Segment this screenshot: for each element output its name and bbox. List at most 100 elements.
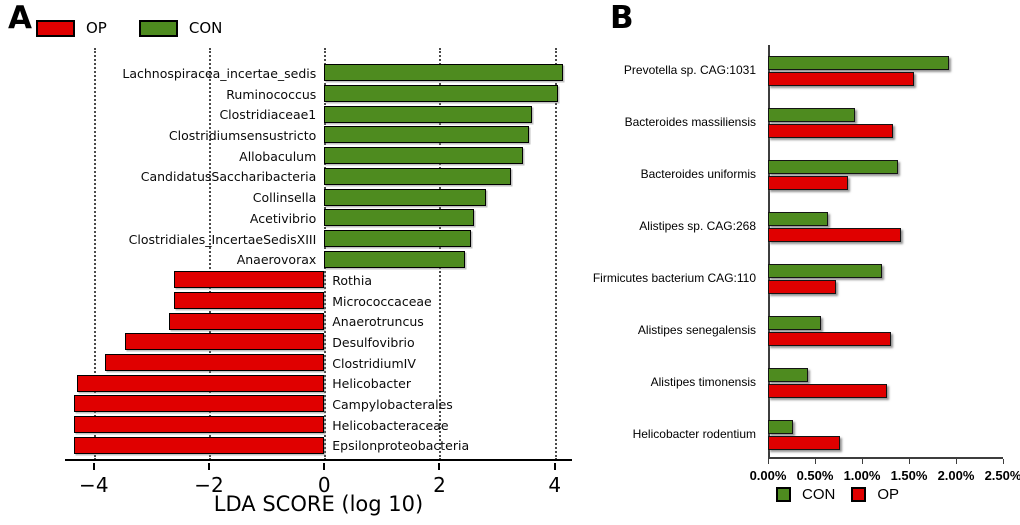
bar-con	[768, 368, 809, 382]
axis-tick-label: 2	[433, 473, 446, 497]
panel-a-legend: OP CON	[36, 19, 222, 37]
panel-a-axis: −4 −2 0 2 4	[65, 459, 572, 497]
legend-label: CON	[188, 19, 223, 37]
bar-row: Helicobacteraceae	[65, 415, 572, 436]
axis-tick-label: 1.50%	[890, 468, 928, 483]
bar-con	[324, 167, 512, 185]
bar-group: Bacteroides massiliensis	[625, 99, 1003, 151]
bar-label: Rothia	[332, 272, 372, 288]
legend-item-con: CON	[776, 486, 835, 503]
bar-op	[768, 384, 888, 398]
legend-swatch-op	[851, 487, 867, 502]
bar-op	[768, 228, 902, 242]
bar-con	[324, 85, 558, 103]
bar-con	[324, 250, 466, 268]
bar-con	[324, 229, 472, 247]
bar-row: Ruminococcus	[65, 84, 572, 105]
panel-a-rows: Lachnospiracea_incertae_sedis Ruminococcu…	[65, 63, 572, 457]
category-label: Alistipes sp. CAG:268	[639, 219, 756, 233]
bar-row: Clostridiumsensustricto	[65, 125, 572, 146]
gridline	[554, 48, 557, 460]
bar-row: Campylobacterales	[65, 394, 572, 415]
bar-op	[768, 72, 914, 86]
legend-label: OP	[877, 486, 900, 503]
bar-con	[768, 316, 821, 330]
gridline	[93, 48, 96, 460]
bar-con	[324, 188, 486, 206]
bar-row: Epsilonproteobacteria	[65, 435, 572, 456]
bar-con	[768, 212, 829, 226]
bar-op	[768, 176, 848, 190]
axis-tick	[438, 463, 441, 470]
bar-con	[324, 126, 529, 144]
axis-tick-label: 0	[317, 473, 331, 497]
bar-group: Prevotella sp. CAG:1031	[624, 47, 1003, 99]
bar-op	[168, 312, 325, 330]
bar-row: Allobaculum	[65, 146, 572, 167]
bar-row: Micrococcaceae	[65, 291, 572, 312]
bar-row: Anaerotruncus	[65, 311, 572, 332]
bar-op	[73, 416, 325, 434]
bar-con	[768, 160, 898, 174]
legend-item-con: CON	[138, 19, 223, 37]
bar-label: Collinsella	[252, 190, 317, 206]
bar-op	[174, 271, 325, 289]
bar-row: Helicobacter	[65, 373, 572, 394]
legend-swatch-con	[776, 487, 791, 502]
bar-label: ClostridiumIV	[332, 355, 416, 371]
bar-label: Acetivibrio	[249, 210, 317, 226]
axis-tick	[862, 459, 863, 464]
bar-label: Micrococcaceae	[332, 293, 432, 309]
bar-label: Desulfovibrio	[332, 334, 415, 350]
bar-label: Allobaculum	[239, 148, 317, 164]
axis-tick	[208, 463, 211, 470]
category-label: Alistipes senegalensis	[637, 323, 756, 337]
axis-tick-label: 0.50%	[796, 468, 834, 483]
bar-group: Alistipes sp. CAG:268	[639, 203, 1003, 255]
bar-label: Clostridiales_IncertaeSedisXIII	[128, 231, 317, 247]
bar-label: Helicobacteraceae	[332, 417, 449, 433]
bar-op	[768, 124, 894, 138]
bar-con	[324, 64, 564, 82]
bar-row: ClostridiumIV	[65, 353, 572, 374]
gridline	[209, 48, 212, 460]
axis-tick	[92, 463, 95, 470]
panel-b-legend: CON OP	[776, 486, 899, 503]
panel-a-letter: A	[8, 0, 33, 36]
category-label: Helicobacter rodentium	[632, 427, 756, 441]
axis-tick	[553, 463, 556, 470]
legend-swatch-op	[36, 19, 75, 37]
bar-label: Lachnospiracea_incertae_sedis	[122, 66, 317, 81]
bar-row: Anaerovorax	[65, 249, 572, 270]
bar-con	[768, 56, 950, 70]
bar-con	[768, 420, 794, 434]
bar-op	[73, 395, 325, 413]
bar-row: Rothia	[65, 270, 572, 291]
bar-group: Firmicutes bacterium CAG:110	[593, 255, 1003, 307]
bar-con	[768, 264, 882, 278]
bar-row: CandidatusSaccharibacteria	[65, 166, 572, 187]
bar-op	[768, 280, 836, 294]
bar-label: Anaerotruncus	[332, 314, 424, 330]
panel-b-letter: B	[610, 0, 635, 36]
axis-tick	[768, 459, 769, 464]
legend-label: CON	[802, 486, 836, 503]
category-label: Bacteroides massiliensis	[624, 115, 756, 129]
bar-label: Epsilonproteobacteria	[332, 438, 470, 454]
category-label: Alistipes timonensis	[650, 375, 756, 389]
bar-label: Anaerovorax	[236, 252, 317, 268]
bar-group: Alistipes timonensis	[651, 359, 1003, 411]
category-label: Prevotella sp. CAG:1031	[623, 63, 756, 77]
axis-tick	[909, 459, 910, 464]
bar-row: Clostridiales_IncertaeSedisXIII	[65, 229, 572, 250]
panel-b-axis: 0.00% 0.50% 1.00% 1.50% 2.00% 2.50%	[750, 457, 1020, 483]
axis-tick	[323, 463, 326, 470]
bar-con	[324, 209, 475, 227]
panel-a-axis-title: LDA SCORE (log 10)	[213, 492, 424, 516]
bar-con	[324, 105, 532, 123]
legend-item-op: OP	[851, 486, 899, 503]
bar-label: Clostridiaceae1	[219, 107, 317, 123]
bar-group: Alistipes senegalensis	[638, 307, 1003, 359]
bar-group: Helicobacter rodentium	[633, 411, 1003, 463]
